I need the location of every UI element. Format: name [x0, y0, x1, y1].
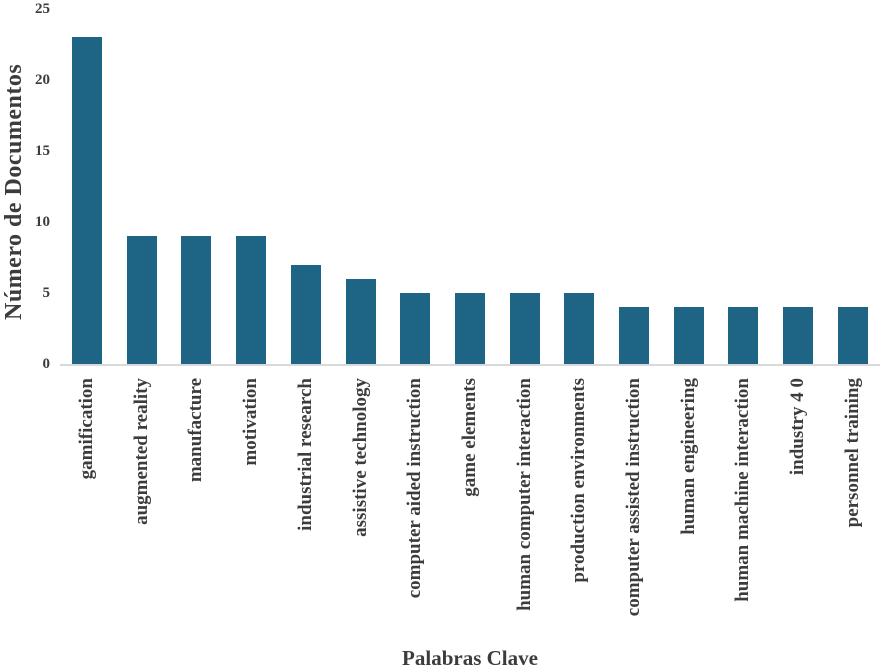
x-category-label: personnel training	[841, 378, 863, 528]
y-tick-label: 15	[35, 143, 50, 159]
bar	[400, 293, 431, 364]
bar	[290, 264, 321, 364]
x-category-label: manufacture	[185, 378, 207, 483]
x-category-label: human engineering	[677, 378, 699, 535]
y-tick-label: 5	[42, 285, 51, 301]
bar	[236, 236, 267, 364]
bar	[181, 236, 212, 364]
x-category-label: computer aided instruction	[404, 378, 426, 599]
x-category-label: game elements	[458, 378, 480, 497]
bar	[728, 307, 759, 364]
x-category-label: computer assisted instruction	[623, 378, 644, 617]
x-category-label: industrial research	[294, 378, 316, 531]
y-tick-label: 10	[35, 214, 50, 230]
y-tick-label: 25	[35, 1, 50, 17]
x-axis-title: Palabras Clave	[402, 646, 538, 670]
x-category-label: augmented reality	[130, 378, 152, 525]
x-category-label: production environments	[568, 378, 590, 583]
bar	[619, 307, 649, 364]
bar	[72, 37, 102, 364]
x-category-label: gamification	[76, 378, 97, 480]
x-axis-line	[60, 364, 880, 366]
y-tick-label: 20	[35, 72, 50, 88]
bar	[509, 293, 540, 364]
bar	[564, 293, 595, 364]
x-category-label: industry 4 0	[787, 378, 809, 476]
y-tick-label: 0	[42, 356, 51, 372]
bar	[673, 307, 704, 364]
bar	[345, 278, 376, 364]
x-category-label: human computer interaction	[513, 378, 535, 611]
x-category-label: motivation	[240, 378, 262, 466]
bar	[454, 293, 485, 364]
bar	[837, 307, 868, 364]
bar	[126, 236, 157, 364]
x-category-label: human machine interaction	[732, 378, 754, 602]
x-category-label: assistive technology	[349, 378, 371, 537]
bar	[783, 307, 814, 364]
